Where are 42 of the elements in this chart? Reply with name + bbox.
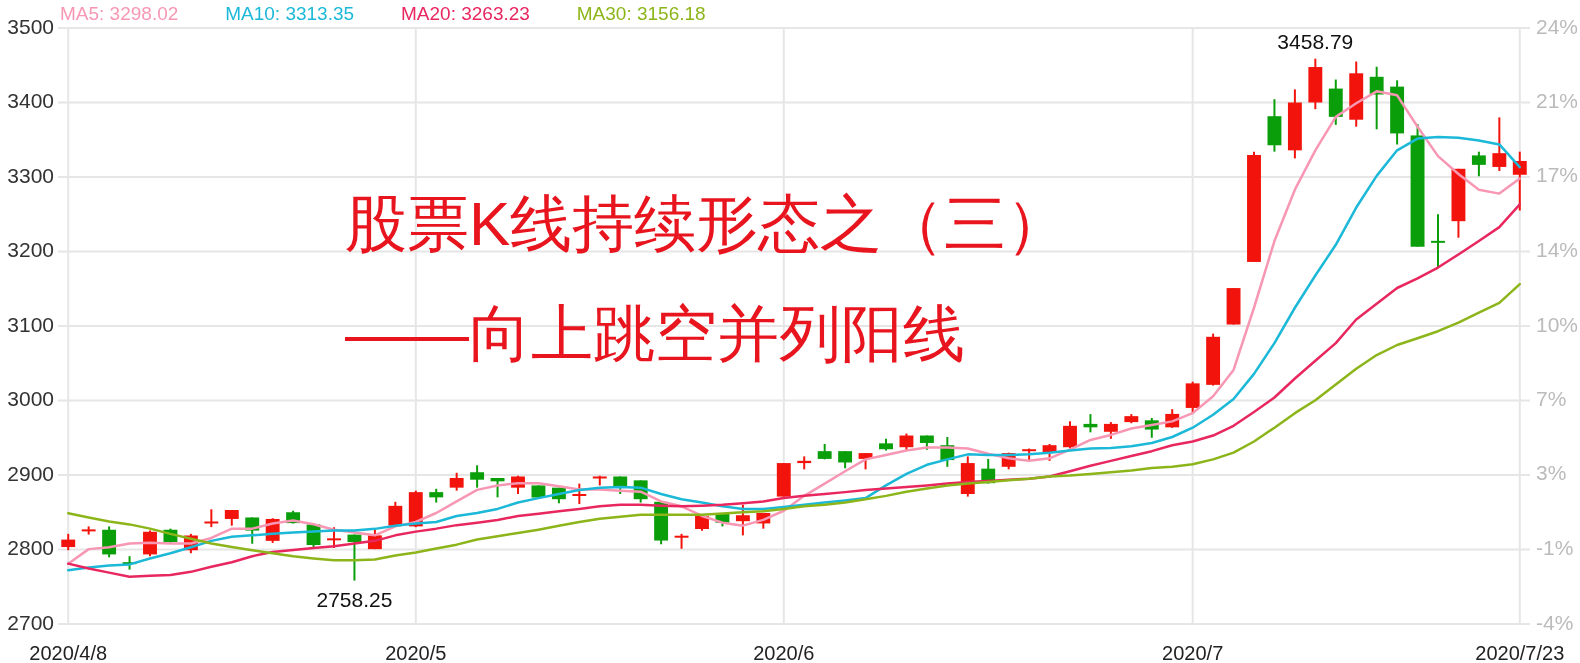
y2-tick-label: 17% [1536, 163, 1579, 187]
candlestick [1512, 150, 1527, 212]
y-tick-label: 2700 [7, 610, 54, 634]
x-tick-label: 2020/6 [753, 642, 815, 663]
y-tick-label: 3100 [7, 312, 54, 336]
x-tick-label: 2020/7 [1162, 642, 1224, 663]
text: MA30: 3156.18 [576, 3, 706, 24]
candlestick [470, 464, 485, 489]
text: MA20: 3263.23 [401, 3, 530, 24]
y2-tick-label: -4% [1536, 610, 1574, 634]
text: MA5: 3298.02 [60, 3, 179, 24]
candlestick [327, 526, 341, 550]
x-tick-label: 2020/5 [385, 642, 447, 663]
y2-tick-label: 21% [1536, 88, 1579, 112]
y-tick-label: 3200 [7, 238, 54, 262]
text: MA10: 3313.35 [225, 3, 355, 24]
y-tick-label: 3400 [7, 89, 54, 113]
x-tick-label: 2020/4/8 [29, 642, 108, 663]
y-tick-label: 2900 [7, 461, 54, 485]
y2-tick-label: 3% [1536, 461, 1567, 485]
x-tick-label: 2020/7/23 [1475, 642, 1565, 663]
candlestick [572, 482, 587, 506]
text: ——向上跳空并列阳线 [345, 299, 965, 368]
candlestick [1063, 420, 1077, 450]
line-series [66, 282, 1522, 562]
y2-tick-label: 7% [1536, 386, 1567, 410]
candlestick [1471, 150, 1486, 178]
y-tick-label: 3500 [7, 14, 54, 38]
y-tick-label: 2800 [7, 536, 54, 560]
annotation: 2758.25 [316, 587, 393, 611]
annotation: 3458.79 [1277, 29, 1354, 53]
text: 股票K线持续形态之（三） [345, 189, 1069, 258]
candlestick [347, 533, 362, 582]
y2-tick-label: 24% [1536, 14, 1579, 38]
y-tick-label: 3000 [7, 387, 54, 411]
y-tick-label: 3300 [7, 163, 54, 187]
candlestick [1431, 213, 1445, 269]
y2-tick-label: 14% [1536, 237, 1579, 261]
candlestick [735, 503, 750, 537]
y2-tick-label: 10% [1536, 312, 1579, 336]
candlestick [1492, 116, 1507, 173]
y2-tick-label: -1% [1536, 535, 1574, 559]
